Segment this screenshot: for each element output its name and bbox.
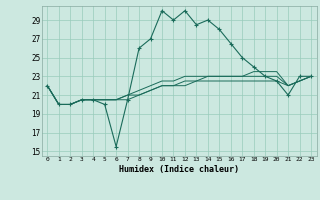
X-axis label: Humidex (Indice chaleur): Humidex (Indice chaleur): [119, 165, 239, 174]
